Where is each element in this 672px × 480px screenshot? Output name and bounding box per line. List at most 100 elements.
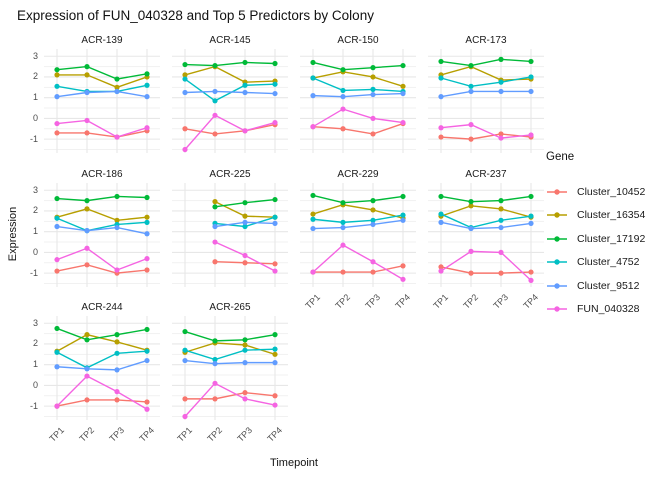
- series-point-Cluster_10452: [84, 130, 90, 136]
- series-point-FUN_040328: [400, 119, 406, 126]
- series-point-Cluster_10452: [340, 126, 346, 132]
- series-line-Cluster_10452: [440, 266, 532, 274]
- legend-entry-FUN_040328: FUN_040328: [546, 301, 639, 317]
- series-point-FUN_040328: [528, 132, 534, 138]
- series-point-Cluster_16354: [182, 72, 188, 78]
- series-point-Cluster_17192: [528, 58, 534, 65]
- series-point-Cluster_16354: [84, 332, 90, 338]
- series-point-FUN_040328: [242, 252, 248, 259]
- legend-key-point: [554, 212, 560, 219]
- series-line-Cluster_4752: [184, 78, 276, 102]
- legend-key-icon: [547, 282, 567, 289]
- series-point-Cluster_9512: [498, 88, 504, 95]
- y-tick-label: 1: [32, 359, 38, 370]
- legend-entry-Cluster_10452: Cluster_10452: [546, 184, 645, 200]
- series-point-FUN_040328: [212, 380, 218, 386]
- series-point-Cluster_4752: [468, 83, 474, 89]
- series-point-Cluster_4752: [272, 346, 278, 352]
- series-line-Cluster_9512: [184, 90, 276, 95]
- series-point-Cluster_17192: [528, 193, 534, 200]
- series-point-FUN_040328: [370, 115, 376, 122]
- series-point-Cluster_9512: [370, 221, 376, 228]
- series-point-Cluster_16354: [144, 214, 150, 220]
- series-line-Cluster_17192: [312, 61, 404, 71]
- legend-key-icon: [547, 236, 567, 242]
- series-point-FUN_040328: [272, 402, 278, 408]
- series-point-FUN_040328: [242, 396, 248, 402]
- series-point-Cluster_9512: [242, 219, 248, 225]
- series-point-Cluster_9512: [114, 224, 120, 231]
- series-point-FUN_040328: [182, 146, 188, 153]
- series-point-Cluster_9512: [84, 366, 90, 372]
- series-point-FUN_040328: [212, 239, 218, 245]
- series-point-Cluster_10452: [370, 269, 376, 275]
- y-tick-label: 2: [32, 205, 38, 216]
- facet-label-ACR-244: ACR-244: [81, 302, 123, 313]
- series-line-Cluster_4752: [440, 76, 532, 88]
- series-point-Cluster_4752: [54, 349, 60, 355]
- series-point-Cluster_4752: [182, 347, 188, 353]
- series-point-Cluster_10452: [340, 269, 346, 275]
- series-point-Cluster_4752: [54, 215, 60, 221]
- series-point-Cluster_16354: [310, 211, 316, 217]
- series-line-Cluster_16354: [184, 342, 276, 355]
- series-line-Cluster_17192: [184, 61, 276, 67]
- series-point-Cluster_4752: [310, 216, 316, 222]
- series-point-FUN_040328: [468, 248, 474, 254]
- series-point-Cluster_16354: [114, 339, 120, 345]
- x-tick-label: TP1: [175, 425, 195, 444]
- series-line-FUN_040328: [56, 375, 148, 410]
- x-tick-label: TP1: [431, 292, 451, 311]
- series-point-Cluster_16354: [242, 213, 248, 219]
- facet-panel-ACR-186: [44, 183, 160, 287]
- series-point-Cluster_16354: [84, 206, 90, 212]
- series-point-Cluster_16354: [370, 74, 376, 80]
- series-line-Cluster_9512: [440, 90, 531, 98]
- series-point-Cluster_4752: [242, 223, 248, 230]
- series-point-Cluster_16354: [272, 351, 278, 357]
- series-line-Cluster_4752: [184, 348, 276, 361]
- series-line-Cluster_10452: [56, 264, 148, 274]
- series-point-Cluster_4752: [212, 98, 218, 104]
- series-point-Cluster_4752: [340, 87, 346, 94]
- series-point-Cluster_9512: [438, 94, 444, 100]
- series-point-Cluster_10452: [54, 268, 60, 274]
- series-line-Cluster_9512: [312, 92, 404, 98]
- series-point-Cluster_17192: [310, 59, 316, 66]
- series-point-Cluster_4752: [438, 211, 444, 217]
- series-point-Cluster_4752: [370, 86, 376, 92]
- series-point-Cluster_4752: [272, 214, 278, 220]
- series-point-FUN_040328: [272, 268, 278, 274]
- series-point-Cluster_17192: [84, 64, 90, 70]
- y-tick-label: 3: [32, 50, 38, 61]
- facet-label-ACR-229: ACR-229: [337, 169, 379, 180]
- legend-key-point: [554, 259, 560, 265]
- legend-key-point: [554, 306, 560, 312]
- y-tick-label: 0: [32, 112, 38, 123]
- series-line-Cluster_10452: [312, 122, 404, 135]
- x-tick-label: TP2: [77, 425, 97, 444]
- series-point-Cluster_9512: [242, 360, 248, 366]
- series-point-FUN_040328: [528, 277, 534, 283]
- series-point-Cluster_9512: [340, 94, 346, 100]
- x-tick-label: TP4: [265, 425, 285, 444]
- legend-entry-Cluster_4752: Cluster_4752: [546, 254, 639, 270]
- series-line-Cluster_10452: [57, 130, 148, 138]
- series-point-FUN_040328: [144, 406, 150, 412]
- series-line-FUN_040328: [184, 114, 276, 150]
- series-point-Cluster_17192: [144, 71, 150, 77]
- series-point-FUN_040328: [468, 122, 474, 128]
- series-point-Cluster_4752: [144, 348, 150, 354]
- series-point-Cluster_17192: [340, 200, 346, 206]
- series-point-Cluster_9512: [54, 223, 60, 230]
- chart-title: Expression of FUN_040328 and Top 5 Predi…: [17, 8, 374, 23]
- series-line-Cluster_4752: [440, 213, 532, 229]
- series-point-Cluster_4752: [528, 74, 534, 80]
- series-point-Cluster_17192: [468, 199, 474, 205]
- legend-label: Cluster_16354: [577, 209, 646, 222]
- series-point-Cluster_10452: [182, 396, 188, 402]
- series-point-Cluster_10452: [370, 131, 376, 137]
- series-point-Cluster_10452: [212, 259, 218, 265]
- legend-key-point: [554, 236, 560, 242]
